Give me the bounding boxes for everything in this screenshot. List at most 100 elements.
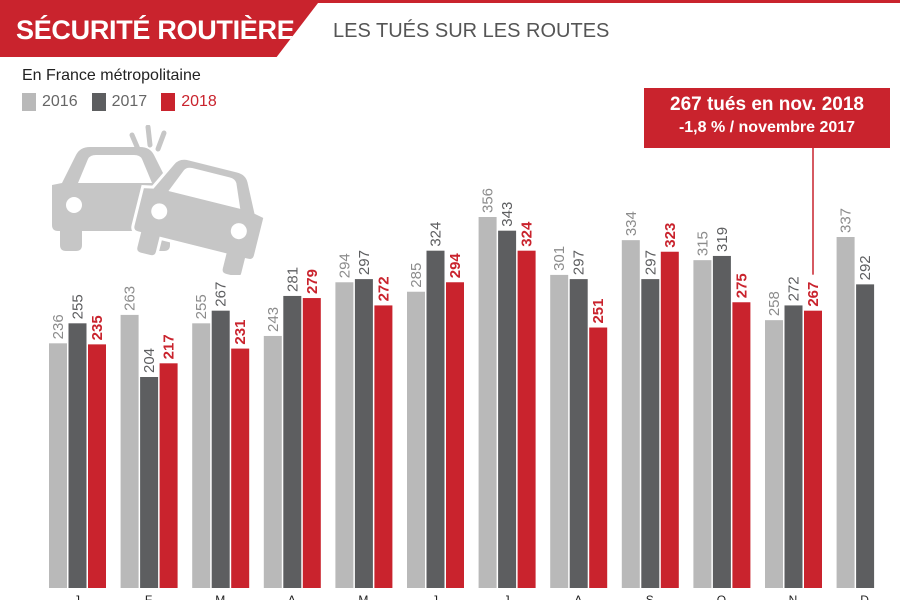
- value-label-2018-2: 231: [232, 320, 249, 345]
- value-label-2016-9: 315: [694, 231, 711, 256]
- tick-label-11: D: [860, 593, 869, 600]
- tick-label-1: F: [145, 593, 152, 600]
- bar-2018-7: [589, 327, 608, 588]
- top-rule: [0, 0, 900, 3]
- bar-2018-1: [159, 363, 178, 588]
- title-banner: SÉCURITÉ ROUTIÈRE: [0, 3, 318, 57]
- value-label-2016-10: 258: [766, 291, 783, 316]
- bar-2017-9: [712, 255, 731, 588]
- value-label-2016-6: 356: [480, 188, 497, 213]
- value-label-2018-7: 251: [590, 298, 607, 323]
- page-title: SÉCURITÉ ROUTIÈRE: [16, 15, 295, 45]
- value-label-2017-8: 297: [642, 250, 659, 275]
- value-label-2016-0: 236: [50, 314, 67, 339]
- value-label-2018-9: 275: [733, 273, 750, 298]
- legend-label-2018: 2018: [181, 93, 217, 110]
- callout-box: 267 tués en nov. 2018 -1,8 % / novembre …: [644, 88, 890, 148]
- legend-swatch-2016: [22, 93, 36, 111]
- value-label-2018-8: 323: [662, 223, 679, 248]
- value-label-2017-2: 267: [213, 282, 230, 307]
- value-label-2018-4: 272: [375, 276, 392, 301]
- value-label-2016-2: 255: [193, 294, 210, 319]
- legend-item-2017: 2017: [91, 93, 148, 111]
- bar-2018-5: [446, 282, 464, 588]
- value-label-2018-3: 279: [304, 269, 321, 294]
- bar-2017-0: [68, 323, 87, 588]
- value-label-2017-0: 255: [70, 294, 87, 319]
- bar-2016-2: [192, 323, 211, 588]
- value-label-2018-6: 324: [519, 221, 536, 247]
- bar-2018-10: [804, 310, 822, 588]
- bar-2017-3: [283, 295, 302, 588]
- bar-2018-0: [88, 344, 106, 588]
- value-label-2017-11: 292: [857, 255, 874, 280]
- tick-label-5: J: [432, 593, 438, 600]
- value-label-2016-3: 243: [265, 307, 282, 332]
- value-label-2017-3: 281: [284, 267, 301, 292]
- bar-2017-7: [569, 279, 588, 588]
- legend-item-2018: 2018: [161, 93, 217, 111]
- bar-2018-9: [732, 302, 751, 588]
- bar-2018-8: [660, 251, 679, 588]
- tick-label-9: O: [717, 593, 726, 600]
- bar-2016-10: [765, 320, 783, 588]
- bar-2018-4: [374, 305, 393, 588]
- value-label-2018-0: 235: [89, 315, 106, 340]
- bar-2016-8: [621, 240, 640, 588]
- callout-detail: -1,8 % / novembre 2017: [678, 119, 856, 136]
- value-label-2016-4: 294: [336, 253, 353, 278]
- bar-2017-4: [354, 279, 373, 588]
- tick-label-0: J: [74, 593, 80, 600]
- legend-label-2017: 2017: [111, 93, 148, 110]
- value-label-2017-4: 297: [356, 250, 373, 275]
- bar-2016-6: [478, 217, 497, 588]
- tick-label-10: N: [789, 593, 798, 600]
- tick-label-7: A: [574, 593, 582, 600]
- tick-label-4: M: [358, 593, 368, 600]
- bar-2017-11: [856, 284, 875, 588]
- value-label-2017-1: 204: [141, 348, 158, 373]
- legend-swatch-2017: [91, 93, 106, 111]
- value-label-2017-10: 272: [786, 276, 803, 301]
- value-label-2017-5: 324: [428, 222, 445, 247]
- value-label-2018-5: 294: [447, 253, 464, 279]
- tick-label-6: J: [504, 593, 510, 600]
- legend-item-2016: 2016: [22, 93, 78, 111]
- bar-2017-5: [426, 250, 445, 588]
- value-label-2016-11: 337: [838, 208, 855, 233]
- bar-2016-11: [836, 237, 855, 588]
- bar-2016-4: [335, 282, 354, 588]
- bar-2017-1: [140, 377, 159, 588]
- bar-2016-7: [550, 274, 569, 588]
- legend-swatch-2018: [161, 93, 176, 111]
- value-label-2017-6: 343: [499, 202, 516, 227]
- value-label-2018-10: 267: [805, 282, 822, 307]
- car-crash-icon: [52, 125, 267, 275]
- tick-label-2: M: [215, 593, 225, 600]
- value-label-2016-7: 301: [551, 246, 568, 271]
- bar-2018-2: [231, 348, 250, 588]
- value-label-2017-9: 319: [714, 227, 731, 252]
- tick-label-8: S: [646, 593, 654, 600]
- value-label-2016-1: 263: [122, 286, 139, 311]
- value-label-2018-1: 217: [161, 334, 178, 359]
- value-label-2016-5: 285: [408, 263, 425, 288]
- bar-2018-6: [517, 250, 536, 588]
- chart-subtitle: LES TUÉS SUR LES ROUTES: [333, 20, 610, 42]
- bar-2016-0: [49, 343, 67, 588]
- value-label-2016-8: 334: [623, 211, 640, 236]
- bar-2016-5: [407, 291, 425, 588]
- bar-2016-3: [263, 335, 282, 588]
- bar-2017-6: [498, 230, 517, 588]
- bar-2016-1: [120, 314, 139, 588]
- legend: 2016 2017 2018: [22, 93, 231, 111]
- callout-headline: 267 tués en nov. 2018: [670, 94, 864, 115]
- tick-label-3: A: [288, 593, 296, 600]
- value-label-2017-7: 297: [571, 250, 588, 275]
- bar-2018-3: [302, 298, 321, 588]
- region-label: En France métropolitaine: [22, 67, 201, 84]
- bar-2017-8: [641, 279, 660, 588]
- legend-label-2016: 2016: [42, 93, 78, 110]
- bar-2016-9: [693, 260, 712, 588]
